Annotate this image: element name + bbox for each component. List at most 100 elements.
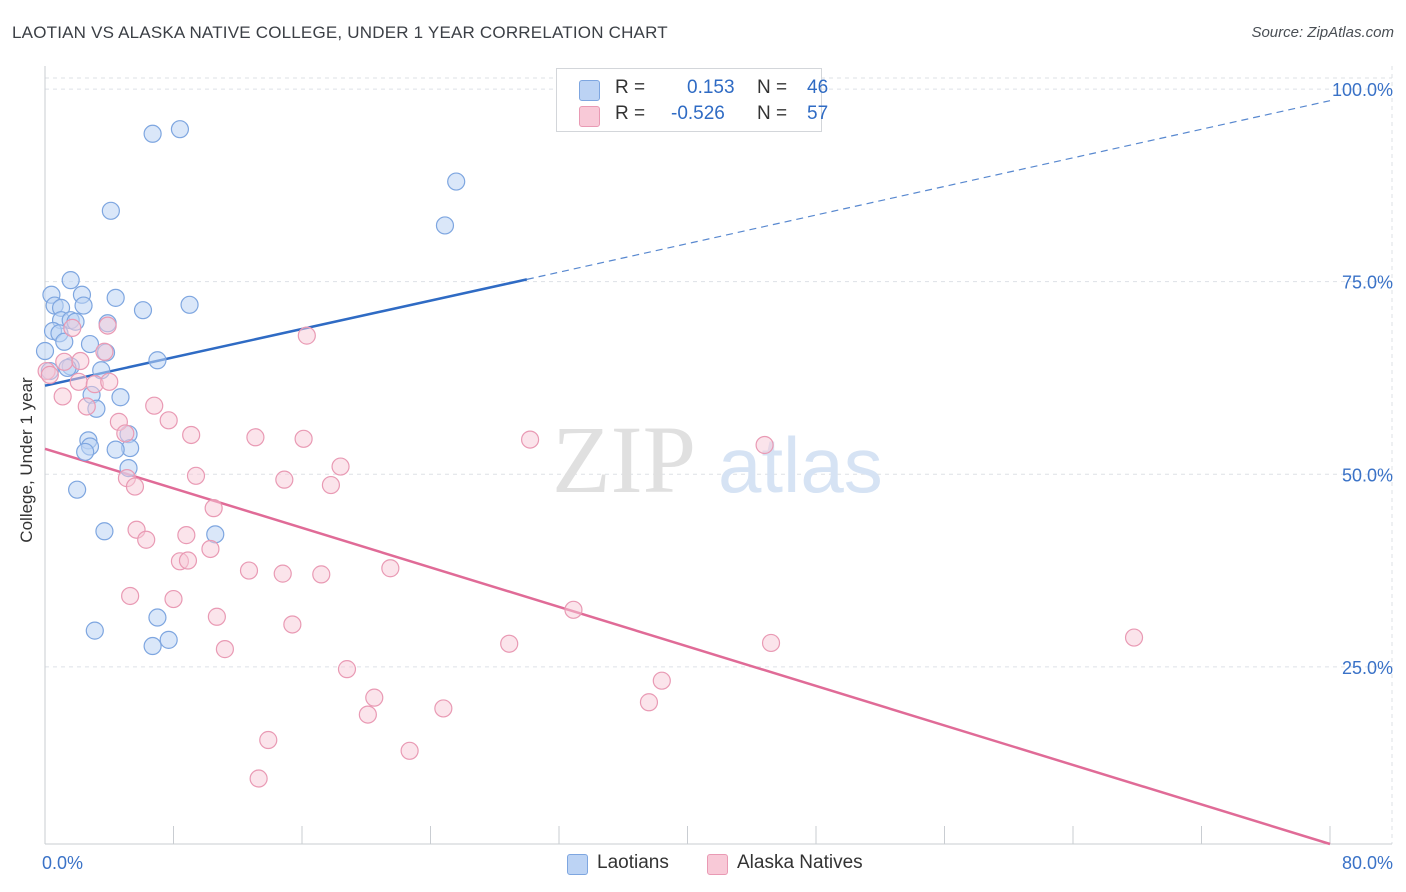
alaska-natives-point <box>365 688 384 707</box>
x-tick-label: 0.0% <box>42 853 83 873</box>
y-tick-label: 50.0% <box>1342 465 1393 485</box>
watermark-atlas: atlas <box>718 421 883 509</box>
alaska-natives-point <box>121 586 140 606</box>
laotians-trend-extension <box>526 100 1331 280</box>
alaska-natives-point <box>652 671 671 690</box>
alaska-natives-point <box>177 526 196 545</box>
alaska-natives-point <box>98 316 117 335</box>
alaska-natives-point <box>207 607 226 626</box>
correlation-legend: R = 0.153 N = 46 R = -0.526 N = 57 <box>556 68 828 132</box>
laotians-point <box>148 351 167 370</box>
alaska-natives-trend-line <box>44 447 1331 846</box>
legend-swatch-pink <box>707 854 728 875</box>
laotians-points <box>35 120 466 656</box>
alaska-natives-point <box>69 372 88 391</box>
laotians-point <box>133 301 153 320</box>
alaska-natives-point <box>639 693 659 712</box>
alaska-natives-point <box>201 539 220 559</box>
laotians-point <box>180 295 199 314</box>
laotians-point <box>101 201 120 220</box>
alaska-natives-point <box>337 660 357 679</box>
alaska-natives-points <box>37 316 1144 788</box>
legend-swatch-blue <box>579 80 600 101</box>
trend-lines <box>44 100 1331 846</box>
alaska-natives-point <box>434 699 453 718</box>
alaska-natives-point <box>239 561 259 580</box>
alaska-natives-point <box>1124 628 1144 647</box>
alaska-natives-point <box>145 396 164 415</box>
tick-labels: 25.0% 50.0% 75.0% 100.0% 0.0% 80.0% <box>42 80 1393 873</box>
legend-item-label: Laotians <box>597 852 669 873</box>
alaska-natives-point <box>283 615 302 634</box>
laotians-trend-line <box>44 278 528 387</box>
alaska-natives-point <box>321 475 341 495</box>
laotians-point <box>447 172 466 191</box>
alaska-natives-point <box>204 499 223 518</box>
alaska-natives-point <box>259 730 278 750</box>
alaska-natives-point <box>273 564 292 583</box>
laotians-point <box>55 332 74 351</box>
alaska-natives-point <box>137 530 156 549</box>
alaska-natives-point <box>246 428 265 447</box>
y-axis-label: College, Under 1 year <box>17 377 36 543</box>
alaska-natives-point <box>275 470 294 489</box>
alaska-natives-point <box>53 387 72 406</box>
laotians-point <box>148 608 167 627</box>
laotians-point <box>106 288 125 307</box>
alaska-natives-point <box>159 411 178 430</box>
alaska-natives-point <box>755 435 774 455</box>
alaska-natives-point <box>116 424 135 443</box>
alaska-natives-point <box>520 430 540 449</box>
alaska-natives-point <box>312 565 331 584</box>
alaska-natives-point <box>249 769 268 788</box>
y-tick-label: 25.0% <box>1342 658 1393 678</box>
alaska-natives-point <box>71 351 90 371</box>
legend-r-label: R = <box>615 77 646 98</box>
alaska-natives-point <box>215 640 234 659</box>
alaska-natives-point <box>164 589 183 609</box>
chart-title: LAOTIAN VS ALASKA NATIVE COLLEGE, UNDER … <box>12 23 668 42</box>
alaska-natives-point <box>500 634 519 653</box>
laotians-point <box>170 120 190 139</box>
alaska-natives-point <box>77 397 96 416</box>
legend-n-label: N = <box>757 103 788 124</box>
laotians-point <box>74 296 93 315</box>
alaska-natives-point <box>186 466 206 485</box>
legend-item-label: Alaska Natives <box>737 852 863 873</box>
laotians-point <box>95 522 114 541</box>
alaska-natives-point <box>331 457 350 476</box>
alaska-natives-point <box>63 318 82 338</box>
laotians-point <box>111 388 130 407</box>
alaska-natives-point <box>381 559 400 578</box>
alaska-natives-point <box>400 741 419 760</box>
alaska-natives-point <box>178 551 198 570</box>
watermark-zip: ZIP <box>552 406 696 513</box>
y-tick-label: 100.0% <box>1332 80 1393 100</box>
laotians-point <box>76 442 95 462</box>
legend-n-value: 46 <box>807 77 829 98</box>
laotians-point <box>159 630 178 649</box>
alaska-natives-point <box>100 372 119 391</box>
axes <box>44 66 1392 845</box>
alaska-natives-point <box>55 352 74 371</box>
alaska-natives-point <box>95 342 114 361</box>
legend-swatch-blue <box>567 854 588 875</box>
alaska-natives-point <box>564 600 583 619</box>
alaska-natives-point <box>294 429 313 448</box>
alaska-natives-point <box>297 326 316 345</box>
alaska-natives-point <box>358 705 377 724</box>
laotians-point <box>435 216 455 235</box>
laotians-point <box>143 124 162 143</box>
laotians-point <box>143 636 162 656</box>
alaska-natives-point <box>182 425 201 445</box>
legend-r-value: 0.153 <box>687 77 735 98</box>
alaska-natives-point <box>761 633 781 653</box>
x-tick-label: 80.0% <box>1342 853 1393 873</box>
laotians-point <box>80 334 100 354</box>
legend-r-value: -0.526 <box>671 103 725 124</box>
legend-n-label: N = <box>757 77 788 98</box>
legend-swatch-pink <box>579 106 600 127</box>
alaska-natives-point <box>40 365 59 384</box>
y-tick-label: 75.0% <box>1342 273 1393 293</box>
